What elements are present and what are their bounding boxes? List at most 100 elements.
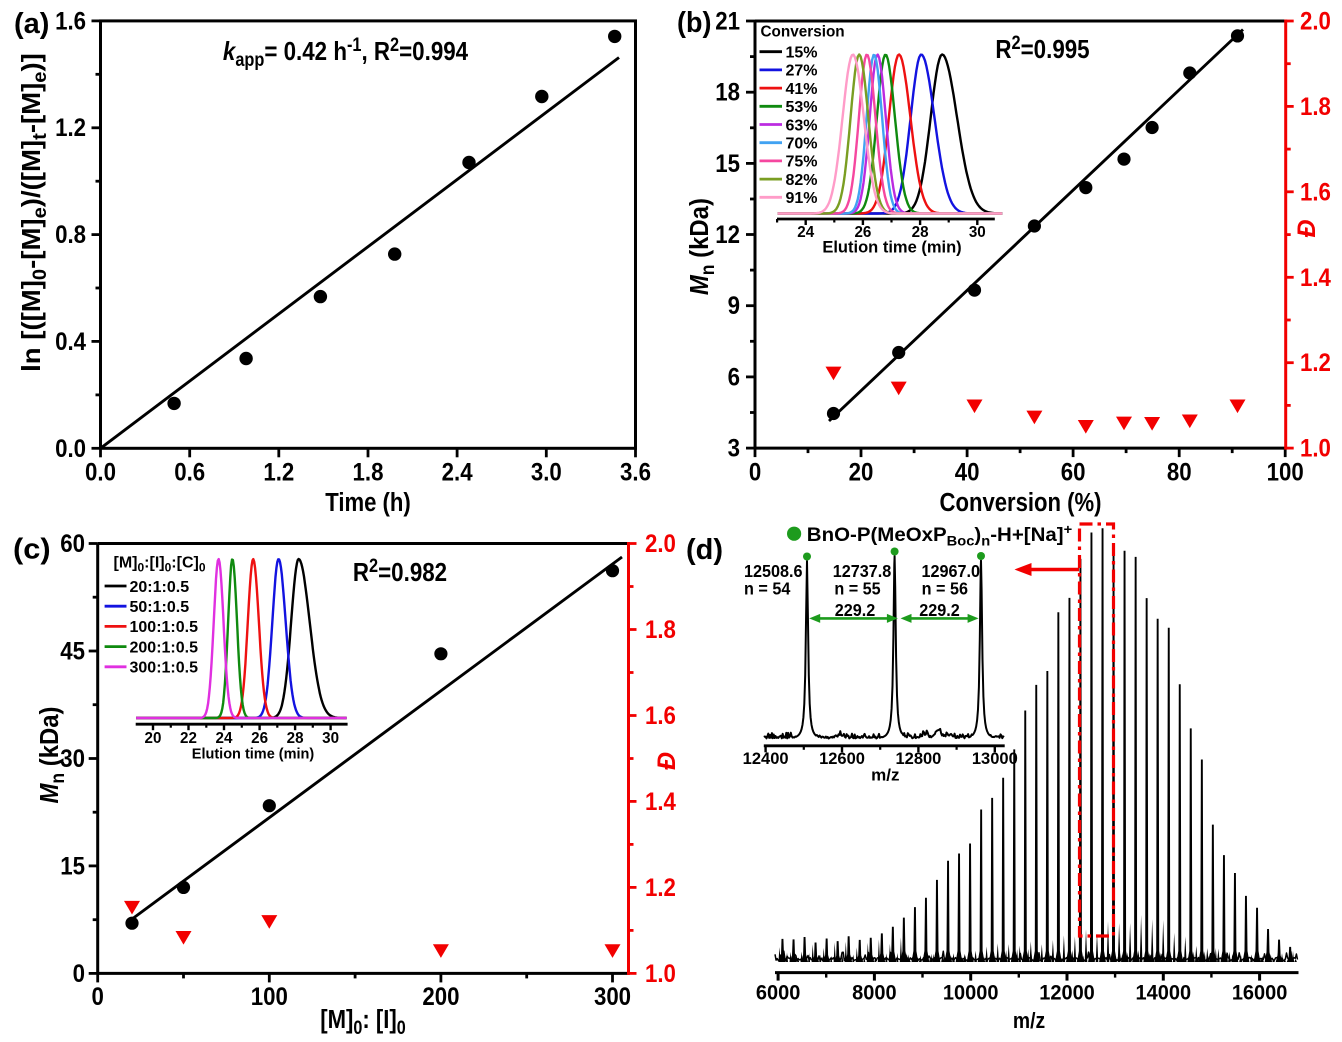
svg-text:41%: 41% — [786, 81, 818, 98]
svg-text:70%: 70% — [786, 136, 818, 153]
svg-text:Time (h): Time (h) — [325, 488, 410, 517]
svg-text:24: 24 — [216, 730, 233, 747]
svg-text:229.2: 229.2 — [835, 600, 876, 620]
svg-text:Mn​ (kDa): Mn​ (kDa) — [685, 198, 718, 295]
svg-text:1.4: 1.4 — [645, 789, 677, 816]
svg-text:12800: 12800 — [895, 750, 941, 768]
svg-text:63%: 63% — [786, 117, 818, 134]
svg-text:300:1:0.5: 300:1:0.5 — [130, 660, 199, 677]
svg-text:Đ: Đ — [1293, 219, 1321, 237]
svg-text:53%: 53% — [786, 99, 818, 116]
svg-text:0.8: 0.8 — [55, 222, 86, 249]
svg-text:12508.6: 12508.6 — [744, 561, 803, 581]
svg-text:n = 54: n = 54 — [744, 579, 791, 599]
svg-text:0: 0 — [749, 459, 761, 486]
svg-text:m/z: m/z — [1013, 1009, 1045, 1033]
svg-text:60: 60 — [60, 531, 85, 558]
svg-text:12400: 12400 — [743, 750, 789, 768]
svg-text:[M]0​:[I]0​:[C]0​: [M]0​:[I]0​:[C]0​ — [114, 555, 206, 575]
svg-text:18: 18 — [715, 80, 740, 107]
svg-text:14000: 14000 — [1136, 981, 1192, 1005]
svg-text:m/z: m/z — [871, 766, 899, 785]
svg-text:1.6: 1.6 — [645, 703, 676, 730]
svg-text:(a): (a) — [14, 8, 49, 40]
svg-text:1.8: 1.8 — [1300, 94, 1331, 121]
svg-text:12967.0: 12967.0 — [922, 561, 981, 581]
svg-text:R2​=0.995: R2​=0.995 — [995, 32, 1089, 65]
svg-text:12: 12 — [715, 222, 740, 249]
svg-text:1.2: 1.2 — [263, 459, 294, 486]
svg-text:24: 24 — [797, 224, 814, 241]
svg-text:3: 3 — [728, 435, 740, 462]
svg-text:6: 6 — [728, 364, 740, 391]
svg-text:100: 100 — [1267, 459, 1304, 486]
svg-text:0: 0 — [92, 984, 104, 1011]
svg-text:0.0: 0.0 — [85, 459, 116, 486]
svg-text:20:1:0.5: 20:1:0.5 — [130, 579, 190, 596]
svg-text:Conversion (%): Conversion (%) — [940, 488, 1102, 517]
svg-text:2.0: 2.0 — [645, 531, 676, 558]
svg-text:n = 56: n = 56 — [922, 579, 968, 599]
svg-text:1.8: 1.8 — [645, 617, 676, 644]
svg-text:3.0: 3.0 — [531, 459, 562, 486]
svg-text:80: 80 — [1167, 459, 1192, 486]
svg-text:[M]0​: [I]0​: [M]0​: [I]0​ — [320, 1005, 406, 1038]
svg-text:82%: 82% — [786, 172, 818, 189]
svg-text:300: 300 — [594, 984, 631, 1011]
svg-text:2.4: 2.4 — [442, 459, 474, 486]
svg-text:Elution time (min): Elution time (min) — [822, 239, 961, 257]
svg-text:30: 30 — [322, 730, 339, 747]
svg-text:1.4: 1.4 — [1300, 265, 1332, 292]
svg-text:3.6: 3.6 — [620, 459, 651, 486]
svg-text:13000: 13000 — [972, 750, 1018, 768]
svg-text:0.6: 0.6 — [174, 459, 205, 486]
svg-text:28: 28 — [912, 224, 929, 241]
svg-text:15: 15 — [60, 853, 85, 880]
svg-text:22: 22 — [180, 730, 197, 747]
svg-text:(b): (b) — [677, 6, 711, 38]
svg-text:8000: 8000 — [852, 981, 896, 1005]
svg-text:200: 200 — [422, 984, 459, 1011]
svg-text:1.2: 1.2 — [55, 115, 86, 142]
svg-text:0.0: 0.0 — [55, 436, 86, 463]
svg-text:12600: 12600 — [819, 750, 865, 768]
svg-text:91%: 91% — [786, 190, 818, 207]
svg-text:27%: 27% — [786, 63, 818, 80]
svg-text:40: 40 — [955, 459, 980, 486]
svg-text:26: 26 — [251, 730, 268, 747]
svg-text:9: 9 — [728, 293, 740, 320]
svg-text:30: 30 — [969, 224, 986, 241]
svg-text:229.2: 229.2 — [919, 600, 960, 620]
svg-text:200:1:0.5: 200:1:0.5 — [130, 639, 199, 656]
svg-text:n = 55: n = 55 — [834, 579, 881, 599]
svg-text:kapp​= 0.42 h-1​, R2​=0.994: kapp​= 0.42 h-1​, R2​=0.994 — [223, 34, 469, 70]
svg-text:30: 30 — [60, 746, 85, 773]
svg-text:15%: 15% — [786, 45, 818, 62]
svg-text:20: 20 — [145, 730, 162, 747]
svg-text:(d): (d) — [686, 534, 723, 566]
svg-text:2.0: 2.0 — [1300, 8, 1331, 35]
svg-text:Mn​ (kDa): Mn​ (kDa) — [35, 706, 68, 803]
svg-text:28: 28 — [287, 730, 304, 747]
svg-text:15: 15 — [715, 151, 740, 178]
svg-text:0.4: 0.4 — [55, 329, 87, 356]
svg-text:20: 20 — [849, 459, 874, 486]
svg-text:10000: 10000 — [943, 981, 999, 1005]
svg-text:1.2: 1.2 — [645, 875, 676, 902]
svg-text:100:1:0.5: 100:1:0.5 — [130, 619, 199, 636]
svg-text:50:1:0.5: 50:1:0.5 — [130, 599, 190, 616]
svg-text:(c): (c) — [13, 533, 51, 565]
svg-text:Elution time (min): Elution time (min) — [192, 747, 315, 763]
svg-text:1.2: 1.2 — [1300, 350, 1331, 377]
svg-text:1.0: 1.0 — [1300, 435, 1331, 462]
svg-text:BnO-P(MeOxPBoc​)n​-H+[Na]+​: BnO-P(MeOxPBoc​)n​-H+[Na]+​ — [807, 522, 1072, 549]
svg-text:Đ: Đ — [653, 752, 681, 770]
svg-text:21: 21 — [715, 8, 740, 35]
svg-text:1.6: 1.6 — [55, 8, 86, 35]
svg-text:Conversion: Conversion — [761, 24, 845, 41]
svg-text:100: 100 — [251, 984, 288, 1011]
svg-text:1.6: 1.6 — [1300, 179, 1331, 206]
svg-text:12737.8: 12737.8 — [833, 561, 892, 581]
svg-text:1.8: 1.8 — [353, 459, 384, 486]
svg-text:75%: 75% — [786, 154, 818, 171]
